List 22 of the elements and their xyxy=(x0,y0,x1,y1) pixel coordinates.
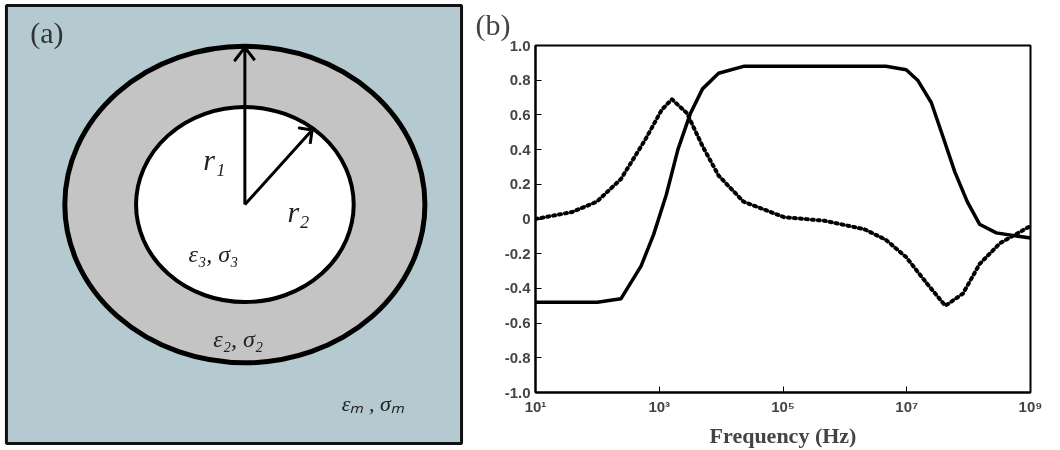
x-axis-title: Frequency (Hz) xyxy=(709,422,857,448)
x-tick-label: 10⁹ xyxy=(1018,397,1043,415)
text: ε₂, σ₂ xyxy=(213,325,264,352)
text: εₘ , σₘ xyxy=(341,391,405,417)
text: ε₃, σ₃ xyxy=(188,241,239,268)
y-tick-label: -0.2 xyxy=(504,244,531,262)
chart-title: (b) xyxy=(475,7,511,42)
y-tick-label: 0.8 xyxy=(509,71,531,89)
y-tick-label: -0.6 xyxy=(504,314,531,332)
text: r₂ xyxy=(287,195,310,229)
y-tick-label: 1.0 xyxy=(509,36,531,54)
y-tick-label: 0 xyxy=(522,210,531,227)
x-tick-label: 10⁷ xyxy=(895,397,919,415)
y-tick-label: 0.4 xyxy=(509,140,532,158)
y-tick-label: 0.6 xyxy=(509,105,531,123)
x-tick-label: 10⁵ xyxy=(771,397,795,415)
y-tick-label: -0.4 xyxy=(504,279,532,297)
y-tick-label: 0.2 xyxy=(509,175,531,193)
text: r₁ xyxy=(203,143,226,177)
text: (a) xyxy=(30,15,64,50)
y-tick-label: -0.8 xyxy=(504,348,531,366)
x-tick-label: 10³ xyxy=(648,397,671,415)
